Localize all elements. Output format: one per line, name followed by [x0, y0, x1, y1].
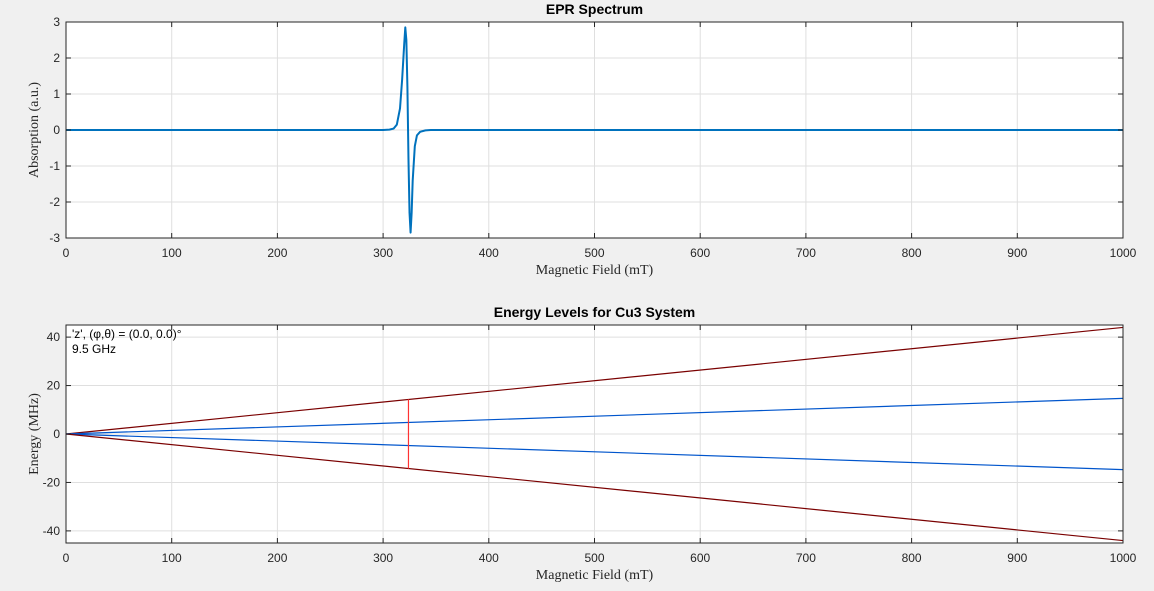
x-axis-label: Magnetic Field (mT): [536, 263, 654, 278]
series-line-2: [66, 397, 1123, 435]
x-tick-label: 700: [796, 551, 816, 565]
x-tick-label: 1000: [1110, 551, 1137, 565]
series-line-1: [66, 26, 1123, 234]
x-tick-label: 100: [162, 551, 182, 565]
series-line-4: [66, 433, 1123, 542]
y-tick-label: 1: [53, 87, 60, 101]
y-tick-label: -1: [49, 159, 60, 173]
x-tick-label: 300: [373, 551, 393, 565]
x-tick-label: 200: [267, 246, 287, 260]
x-tick-label: 800: [902, 246, 922, 260]
x-tick-label: 100: [162, 246, 182, 260]
x-tick-label: 400: [479, 551, 499, 565]
energy-levels-axes: 0 100 200 300 400 500 600 700 800 900 1000 -40 -20 0 2…: [27, 304, 1137, 583]
y-tick-label: -3: [49, 231, 60, 245]
x-tick-label: 500: [584, 246, 604, 260]
x-tick-label: 900: [1007, 551, 1027, 565]
x-tick-label: 700: [796, 246, 816, 260]
x-tick-label: 600: [690, 551, 710, 565]
y-tick-label: 2: [53, 51, 60, 65]
series-line-3: [66, 433, 1123, 471]
y-tick-label: -2: [49, 195, 60, 209]
y-tick-label: 3: [53, 15, 60, 29]
epr-spectrum-axes: 0 100 200 300 400 500 600 700 800 900 1000 -3 -2 -1 0 1…: [27, 1, 1137, 278]
y-tick-label: -40: [43, 524, 61, 538]
y-tick-label: 40: [47, 330, 61, 344]
series-group: [66, 326, 1123, 542]
y-tick-label: 0: [53, 123, 60, 137]
x-axis-label: Magnetic Field (mT): [536, 568, 654, 583]
y-tick-label: 20: [47, 379, 61, 393]
x-tick-label: 800: [902, 551, 922, 565]
x-tick-label: 0: [63, 246, 70, 260]
annotation-text: 9.5 GHz: [72, 342, 116, 356]
y-axis-label: Absorption (a.u.): [27, 82, 42, 178]
x-tick-label: 400: [479, 246, 499, 260]
y-tick-label: -20: [43, 475, 61, 489]
x-tick-label: 200: [267, 551, 287, 565]
chart-title: Energy Levels for Cu3 System: [494, 304, 696, 320]
y-axis-label: Energy (MHz): [27, 393, 42, 475]
series-line-1: [66, 326, 1123, 435]
x-tick-label: 300: [373, 246, 393, 260]
annotation-text: 'z', (φ,θ) = (0.0, 0.0)°: [72, 327, 182, 341]
x-tick-label: 500: [584, 551, 604, 565]
chart-title: EPR Spectrum: [546, 1, 643, 17]
series-group: [66, 26, 1123, 234]
x-tick-label: 0: [63, 551, 70, 565]
x-tick-label: 1000: [1110, 246, 1137, 260]
x-tick-label: 600: [690, 246, 710, 260]
y-tick-label: 0: [53, 427, 60, 441]
x-tick-label: 900: [1007, 246, 1027, 260]
